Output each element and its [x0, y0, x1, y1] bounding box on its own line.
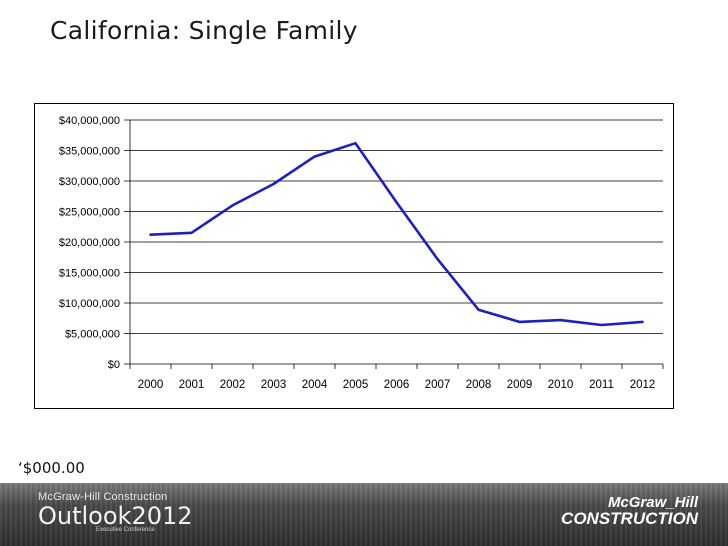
data-point — [600, 324, 603, 326]
data-point — [231, 204, 234, 207]
x-tick-label: 2007 — [425, 379, 451, 391]
x-tick-label: 2009 — [507, 379, 533, 391]
y-tick-label: $25,000,000 — [59, 207, 120, 219]
data-point — [149, 233, 152, 236]
chart-frame: $0 $5,000,000 $10,000,000 $15,000,000 $20,00… — [34, 103, 674, 409]
series-line — [149, 141, 644, 327]
y-tick-label: $20,000,000 — [59, 237, 120, 249]
slide-title: California: Single Family — [50, 16, 358, 45]
y-tick-label: $35,000,000 — [59, 146, 120, 158]
data-point — [477, 308, 480, 311]
data-point — [313, 155, 316, 158]
data-point — [395, 201, 398, 204]
logo-line-1: McGraw_Hill — [607, 494, 698, 511]
y-tick-label: $15,000,000 — [59, 268, 120, 280]
x-tick-label: 2001 — [179, 379, 205, 391]
event-name: Outlook2012 — [38, 502, 193, 530]
y-tick-label: $30,000,000 — [59, 176, 120, 188]
x-tick-label: 2005 — [343, 379, 369, 391]
data-point — [272, 183, 275, 185]
x-tick-label: 2012 — [630, 379, 656, 391]
x-tick-label: 2002 — [220, 379, 246, 391]
x-tick-label: 2006 — [384, 379, 410, 391]
footer-texture — [0, 483, 728, 546]
footer-bar: McGraw-Hill Construction Outlook2012 Exe… — [0, 483, 728, 546]
x-tick-label: 2010 — [548, 379, 574, 391]
event-subtitle: Executive Conference — [96, 527, 155, 533]
data-point — [641, 321, 644, 323]
x-tick-label: 2008 — [466, 379, 492, 391]
data-point — [559, 319, 562, 321]
y-tick-label: $40,000,000 — [59, 115, 120, 127]
y-tick-label: $0 — [108, 359, 120, 371]
x-tick-label: 2004 — [302, 379, 328, 391]
company-logo: McGraw_Hill CONSTRUCTION — [561, 495, 698, 528]
x-tick-label: 2003 — [261, 379, 287, 391]
line-chart: $0 $5,000,000 $10,000,000 $15,000,000 $20,00… — [59, 115, 664, 391]
data-point — [436, 258, 439, 260]
units-note: ‘$000.00 — [18, 459, 85, 477]
data-point — [190, 232, 193, 234]
x-tick-label: 2000 — [138, 379, 164, 391]
data-point — [354, 142, 357, 144]
event-branding: McGraw-Hill Construction Outlook2012 Exe… — [38, 491, 193, 533]
org-name: McGraw-Hill Construction — [38, 491, 168, 503]
logo-line-2: CONSTRUCTION — [561, 509, 698, 528]
data-point — [518, 321, 521, 323]
y-tick-label: $10,000,000 — [59, 298, 120, 310]
x-tick-label: 2011 — [589, 379, 614, 391]
y-tick-label: $5,000,000 — [65, 329, 120, 341]
